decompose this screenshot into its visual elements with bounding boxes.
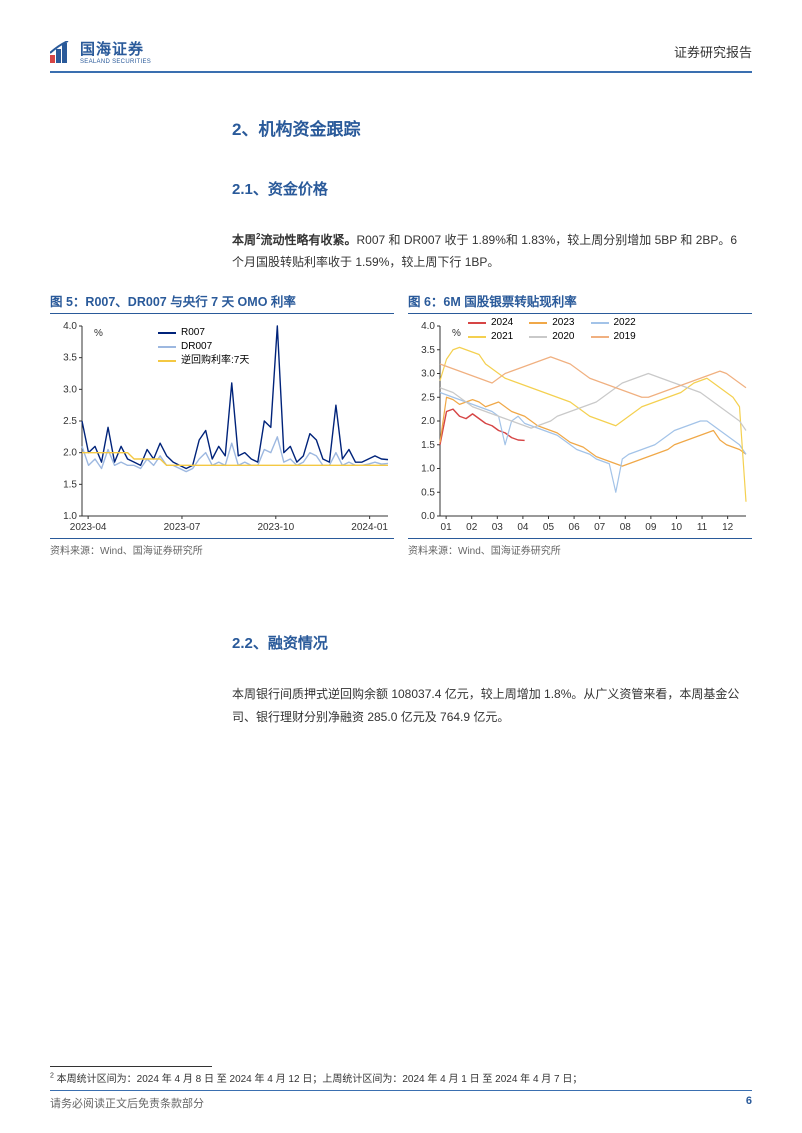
- svg-text:4.0: 4.0: [421, 321, 435, 332]
- svg-text:%: %: [452, 328, 461, 339]
- svg-text:3.5: 3.5: [63, 353, 77, 364]
- footnote: 2 本周统计区间为：2024 年 4 月 8 日 至 2024 年 4 月 12…: [50, 1070, 582, 1085]
- svg-text:%: %: [94, 328, 103, 339]
- section-21-title: 2.1、资金价格: [232, 178, 752, 199]
- svg-text:02: 02: [466, 522, 478, 533]
- svg-text:05: 05: [543, 522, 555, 533]
- svg-text:03: 03: [492, 522, 504, 533]
- svg-text:2.5: 2.5: [421, 393, 435, 404]
- chart-6-canvas: 0.0 0.5 1.0 1.5 2.0 2.5 3.0 3.5 4.0% 01 02 03 04 05 06…: [408, 318, 752, 538]
- svg-text:1.0: 1.0: [63, 511, 77, 522]
- svg-text:1.0: 1.0: [421, 464, 435, 475]
- svg-text:10: 10: [671, 522, 683, 533]
- logo-icon: [50, 41, 76, 63]
- chart-5: 图 5：R007、DR007 与央行 7 天 OMO 利率 1.0 1.5 2.0 2…: [50, 291, 394, 557]
- svg-text:2023-04: 2023-04: [70, 522, 107, 533]
- report-type: 证券研究报告: [674, 42, 752, 61]
- section-2-title: 2、机构资金跟踪: [232, 115, 752, 140]
- svg-text:09: 09: [645, 522, 657, 533]
- svg-text:2.0: 2.0: [63, 448, 77, 459]
- chart-5-title: 图 5：R007、DR007 与央行 7 天 OMO 利率: [50, 291, 394, 314]
- section-21-body: 本周2流动性略有收紧。R007 和 DR007 收于 1.89%和 1.83%，…: [232, 229, 752, 273]
- svg-text:1.5: 1.5: [421, 440, 435, 451]
- svg-text:07: 07: [594, 522, 606, 533]
- chart-5-canvas: 1.0 1.5 2.0 2.5 3.0 3.5 4.0% 2023-04 2023-07 2023…: [50, 318, 394, 538]
- chart-5-source: 资料来源：Wind、国海证券研究所: [50, 538, 394, 557]
- svg-text:08: 08: [620, 522, 632, 533]
- footer-disclaimer: 请务必阅读正文后免责条款部分: [50, 1095, 204, 1111]
- section-22-body: 本周银行间质押式逆回购余额 108037.4 亿元，较上周增加 1.8%。从广义…: [232, 683, 752, 727]
- svg-text:11: 11: [697, 522, 708, 533]
- chart-6: 图 6：6M 国股银票转贴现利率 0.0 0.5 1.0 1.5 2.0 2.5 3.0 3.…: [408, 291, 752, 557]
- page-header: 国海证券 SEALAND SECURITIES 证券研究报告: [50, 38, 752, 73]
- svg-text:0.0: 0.0: [421, 511, 435, 522]
- page-footer: 请务必阅读正文后免责条款部分 6: [50, 1090, 752, 1111]
- svg-text:3.0: 3.0: [421, 369, 435, 380]
- svg-text:2.5: 2.5: [63, 416, 77, 427]
- svg-text:3.0: 3.0: [63, 385, 77, 396]
- svg-text:2023-07: 2023-07: [164, 522, 201, 533]
- svg-text:12: 12: [722, 522, 734, 533]
- svg-text:2024-01: 2024-01: [351, 522, 388, 533]
- svg-text:2.0: 2.0: [421, 416, 435, 427]
- logo-text-en: SEALAND SECURITIES: [80, 59, 151, 65]
- chart-6-source: 资料来源：Wind、国海证券研究所: [408, 538, 752, 557]
- logo: 国海证券 SEALAND SECURITIES: [50, 38, 151, 65]
- svg-text:4.0: 4.0: [63, 321, 77, 332]
- svg-text:3.5: 3.5: [421, 345, 435, 356]
- page-number: 6: [746, 1095, 752, 1111]
- svg-text:04: 04: [517, 522, 529, 533]
- logo-text-cn: 国海证券: [80, 38, 151, 59]
- svg-text:0.5: 0.5: [421, 488, 435, 499]
- svg-text:01: 01: [441, 522, 453, 533]
- chart-6-title: 图 6：6M 国股银票转贴现利率: [408, 291, 752, 314]
- section-22-title: 2.2、融资情况: [232, 632, 752, 653]
- svg-text:2023-10: 2023-10: [257, 522, 294, 533]
- svg-text:06: 06: [569, 522, 581, 533]
- footnote-rule: [50, 1066, 212, 1067]
- svg-text:1.5: 1.5: [63, 480, 77, 491]
